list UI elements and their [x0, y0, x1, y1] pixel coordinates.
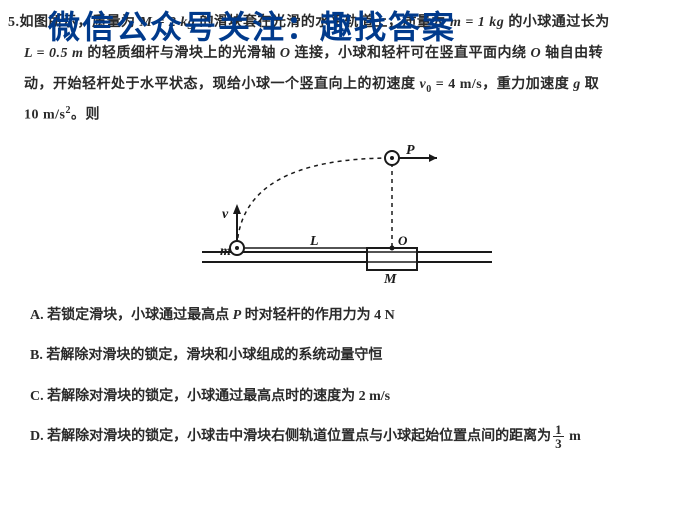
- watermark-text: 微信公众号关注：趣找答案: [48, 2, 456, 48]
- label-big-m: M: [383, 272, 397, 287]
- option-c-tag: C.: [30, 389, 44, 404]
- O-label-2: O: [531, 46, 542, 61]
- ball-m-center: [235, 246, 239, 250]
- problem-content: 5.如图所示，质量为 M = 2 kg 的滑块套在光滑的水平轨道上，质量为 m …: [0, 0, 700, 467]
- arrow-p-head: [429, 154, 437, 162]
- label-l: L: [309, 234, 319, 249]
- option-b-tag: B.: [30, 348, 43, 363]
- label-m: m: [220, 244, 231, 259]
- pivot-o: [390, 245, 395, 250]
- v0-val: = 4 m/s: [432, 77, 482, 92]
- option-a-rest: 时对轻杆的作用力为 4 N: [241, 308, 395, 323]
- frac-den: 3: [553, 437, 564, 450]
- L-expr: L = 0.5 m: [24, 46, 83, 61]
- option-b-text: 若解除对滑块的锁定，滑块和小球组成的系统动量守恒: [43, 348, 383, 363]
- stem-t4: 的轻质细杆与滑块上的光滑轴: [83, 46, 280, 61]
- option-list: A. 若锁定滑块，小球通过最高点 P 时对轻杆的作用力为 4 N B. 若解除对…: [8, 298, 686, 456]
- option-a-text: 若锁定滑块，小球通过最高点: [44, 308, 233, 323]
- option-d: D. 若解除对滑块的锁定，小球击中滑块右侧轨道位置点与小球起始位置点间的距离为1…: [30, 419, 686, 455]
- stem-t9: 取: [581, 77, 600, 92]
- stem-t11: 。则: [71, 108, 100, 123]
- stem-t8: ，重力加速度: [482, 77, 573, 92]
- option-d-text: 若解除对滑块的锁定，小球击中滑块右侧轨道位置点与小球起始位置点间的距离为: [44, 429, 552, 444]
- stem-t5: 连接，小球和轻杆可在竖直平面内绕: [291, 46, 531, 61]
- option-b: B. 若解除对滑块的锁定，滑块和小球组成的系统动量守恒: [30, 338, 686, 374]
- arrow-v-head: [233, 204, 241, 214]
- label-p: P: [406, 143, 415, 158]
- stem-t3: 的小球通过长为: [504, 15, 610, 30]
- option-c: C. 若解除对滑块的锁定，小球通过最高点时的速度为 2 m/s: [30, 379, 686, 415]
- stem-t6: 轴自由转: [541, 46, 603, 61]
- g-label: g: [573, 77, 581, 92]
- O-label: O: [280, 46, 291, 61]
- option-a: A. 若锁定滑块，小球通过最高点 P 时对轻杆的作用力为 4 N: [30, 298, 686, 334]
- option-d-unit: m: [566, 429, 581, 444]
- physics-diagram: P v L m M O: [8, 138, 686, 288]
- option-c-text: 若解除对滑块的锁定，小球通过最高点时的速度为 2 m/s: [44, 389, 391, 404]
- option-a-tag: A.: [30, 308, 44, 323]
- stem-t7: 动，开始轻杆处于水平状态，现给小球一个竖直向上的初速度: [24, 77, 420, 92]
- label-v: v: [222, 207, 229, 222]
- diagram-svg: P v L m M O: [192, 138, 502, 288]
- problem-number: 5.: [8, 15, 20, 30]
- arc-path: [237, 158, 392, 246]
- ball-p-center: [390, 156, 394, 160]
- option-d-tag: D.: [30, 429, 44, 444]
- option-a-p: P: [233, 308, 242, 323]
- label-o: O: [398, 233, 408, 248]
- m-expr: m = 1 kg: [450, 15, 504, 30]
- stem-t10: 10 m/s: [24, 108, 66, 123]
- frac-num: 1: [553, 423, 564, 437]
- option-d-frac: 13: [553, 423, 564, 450]
